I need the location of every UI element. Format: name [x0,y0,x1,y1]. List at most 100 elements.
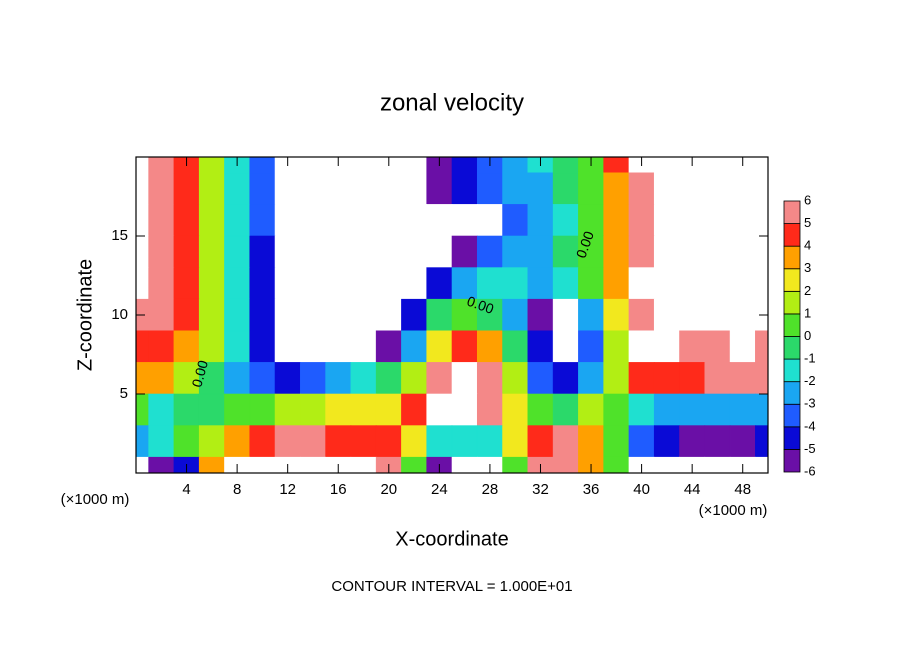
field-cell [578,235,604,268]
field-cell [451,393,478,426]
field-cell [476,425,503,458]
field-cell [426,425,453,458]
field-cell [552,267,579,300]
field-cell [628,267,655,300]
field-cell [476,172,503,205]
field-cell [527,298,554,332]
field-cell [224,204,251,237]
field-cell [325,267,352,300]
colorbar-box [783,336,801,360]
field-cell [476,298,503,332]
field-cell [603,267,630,300]
x-tick-label: 16 [330,481,347,498]
field-cell [300,393,326,426]
field-cell [274,393,301,426]
field-cell [704,172,731,205]
x-tick-label: 12 [279,481,296,498]
field-cell [224,425,251,458]
field-cell [578,298,604,332]
field-cell [578,393,604,426]
field-cell [729,235,756,268]
chart-title: zonal velocity [380,89,524,116]
field-cell [552,298,579,332]
y-tick-label: 10 [111,306,128,323]
field-cell [401,235,428,268]
x-tick-label: 44 [684,481,701,498]
field-cell [224,298,251,332]
field-cell [578,362,604,395]
field-cell [148,425,175,458]
field-cell [502,298,529,332]
colorbar-label: 0 [804,328,811,343]
colorbar-label: 5 [804,215,811,230]
field-cell [578,425,604,458]
field-cell [249,298,276,332]
field-cell [249,456,276,473]
field-cell [552,204,579,237]
field-cell [653,172,680,205]
field-cell [375,298,402,332]
field-cell [578,330,604,363]
field-cell [578,172,604,205]
field-cell [451,298,478,332]
field-cell [300,204,326,237]
field-cell [274,362,301,395]
field-cell [401,456,428,473]
field-cell [451,456,478,473]
field-cell [603,393,630,426]
field-cell [426,235,453,268]
y-tick-label: 15 [111,227,128,244]
field-cell [148,456,175,473]
field-cell [249,425,276,458]
field-cell [350,393,377,426]
field-cell [274,235,301,268]
field-cell [198,267,225,300]
field-cell [451,172,478,205]
field-cell [426,267,453,300]
field-cell [552,330,579,363]
field-cell [198,172,225,205]
field-cell [173,204,200,237]
field-cell [704,267,731,300]
field-cell [653,425,680,458]
field-cell [476,362,503,395]
field-cell [603,298,630,332]
field-cell [527,425,554,458]
field-cell [173,172,200,205]
field-cell [603,362,630,395]
field-cell [527,362,554,395]
field-cell [653,267,680,300]
field-cell [653,330,680,363]
field-cell [198,362,225,395]
field-cell [350,330,377,363]
field-cell [173,298,200,332]
field-cell [527,235,554,268]
field-cell [401,298,428,332]
field-cell [628,393,655,426]
field-cell [148,298,175,332]
field-cell [249,393,276,426]
field-cell [578,267,604,300]
colorbar-label: 6 [804,192,811,207]
field-cell [249,204,276,237]
field-cell [679,330,706,363]
field-cell [603,425,630,458]
x-tick-label: 40 [633,481,650,498]
field-cell [704,456,731,473]
x-tick-label: 32 [532,481,549,498]
field-cell [704,393,731,426]
field-cell [401,204,428,237]
field-cell [552,235,579,268]
field-cell [224,267,251,300]
field-cell [350,456,377,473]
field-cell [704,204,731,237]
x-tick-label: 28 [482,481,499,498]
field-cell [628,204,655,237]
field-cell [552,425,579,458]
field-cell [173,235,200,268]
y-axis-label: Z-coordinate [74,259,96,371]
field-cell [704,298,731,332]
field-cell [350,204,377,237]
field-cell [426,172,453,205]
colorbar-box [783,426,801,450]
